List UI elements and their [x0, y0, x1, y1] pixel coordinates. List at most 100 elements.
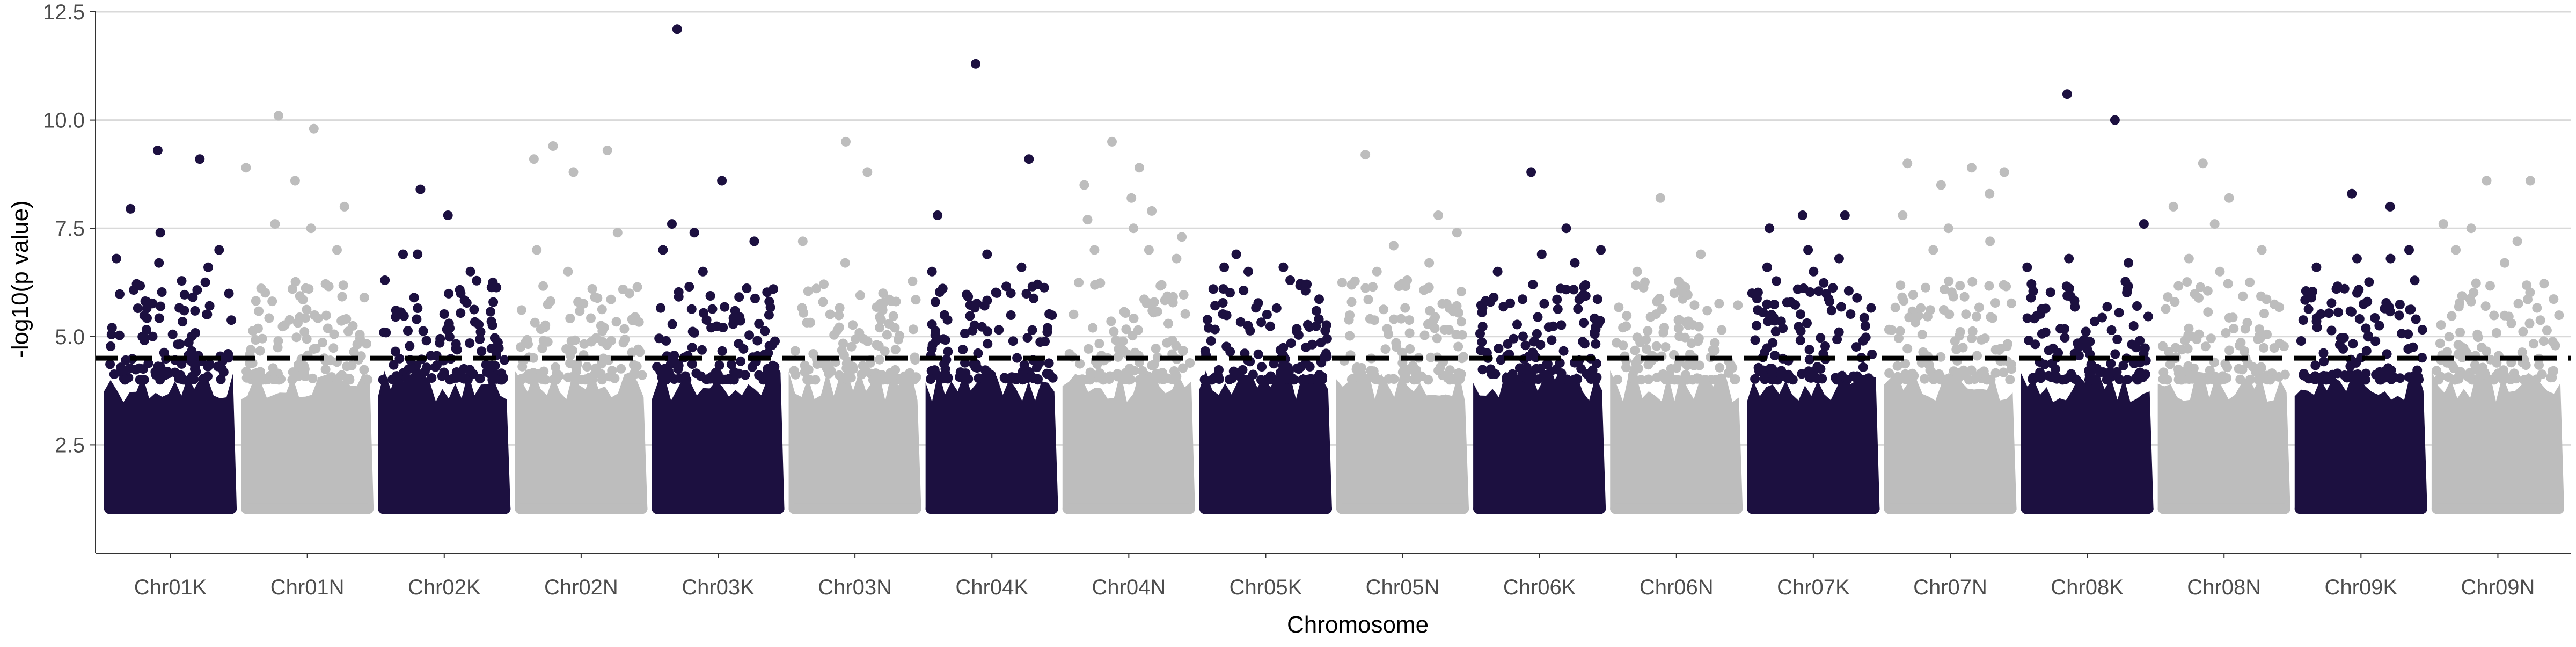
snp-point: [407, 364, 417, 374]
snp-point: [2326, 325, 2337, 336]
snp-point: [1548, 321, 1558, 331]
x-tick-label: Chr01N: [270, 576, 345, 599]
x-tick-label: Chr02N: [544, 576, 618, 599]
snp-point: [1444, 303, 1454, 313]
snp-point: [1396, 314, 1406, 324]
snp-point-top: [154, 258, 164, 268]
snp-point: [1305, 361, 1315, 372]
snp-point-top: [306, 223, 316, 234]
snp-point: [451, 344, 461, 354]
chromosome-body: [1884, 371, 2017, 510]
snp-point: [845, 366, 855, 376]
snp-point: [2410, 275, 2420, 286]
snp-point: [930, 365, 940, 375]
chromosome-base: [2431, 503, 2564, 514]
snp-point: [2259, 309, 2269, 318]
snp-point: [355, 330, 365, 340]
snp-point: [2097, 312, 2107, 323]
snp-point-top: [152, 146, 163, 155]
snp-point: [1111, 335, 1121, 345]
snp-point: [1651, 341, 1662, 351]
snp-point: [1631, 280, 1641, 290]
snp-point-top: [1492, 266, 1503, 277]
snp-point: [1678, 294, 1688, 304]
snp-point: [2047, 373, 2057, 382]
snp-point: [2511, 374, 2521, 384]
snp-point: [1104, 374, 1114, 384]
snp-point: [1129, 366, 1139, 376]
snp-point: [255, 346, 265, 356]
chromosome-Chr07K: [1747, 210, 1880, 514]
snp-point: [1772, 276, 1782, 286]
x-tick-label: Chr01K: [134, 576, 207, 599]
snp-point: [1168, 374, 1178, 384]
snp-point: [1365, 314, 1375, 324]
snp-point: [1199, 375, 1210, 385]
snp-point: [926, 374, 935, 384]
snp-point: [1363, 294, 1373, 304]
chromosome-base: [2021, 503, 2154, 514]
snp-point: [2221, 328, 2231, 338]
y-tick-label: 12.5: [43, 1, 85, 24]
snp-point: [141, 325, 151, 335]
snp-point: [1286, 338, 1296, 348]
snp-point: [1795, 335, 1805, 345]
snp-point: [299, 326, 310, 337]
snp-point: [1496, 355, 1506, 365]
snp-point: [2047, 359, 2057, 369]
snp-point: [687, 343, 697, 353]
snp-point: [890, 323, 900, 333]
snp-point: [1518, 331, 1528, 341]
snp-point: [2118, 360, 2128, 370]
snp-point: [1368, 282, 1378, 292]
snp-point: [1147, 306, 1158, 316]
snp-point: [684, 282, 694, 292]
snp-point: [1986, 312, 1996, 322]
chromosome-base: [2157, 503, 2290, 514]
snp-point: [1208, 284, 1218, 294]
snp-point: [439, 309, 449, 319]
snp-point: [2539, 279, 2549, 289]
snp-point: [1826, 306, 1836, 316]
chromosome-body: [378, 370, 511, 510]
snp-point: [1404, 315, 1415, 325]
snp-point-top: [2139, 219, 2149, 229]
snp-point: [586, 313, 596, 323]
snp-point: [729, 367, 739, 377]
snp-point: [1257, 362, 1267, 372]
snp-point-top: [2466, 223, 2476, 234]
snp-point: [1710, 375, 1721, 385]
snp-point: [293, 318, 303, 328]
snp-point: [1094, 339, 1104, 349]
snp-point-top: [1632, 266, 1642, 277]
snp-point: [1292, 363, 1302, 373]
snp-point: [359, 365, 369, 375]
snp-point: [1314, 372, 1324, 382]
snp-point: [1419, 330, 1430, 340]
snp-point: [1027, 325, 1037, 335]
snp-point: [399, 311, 409, 321]
snp-point: [619, 324, 630, 334]
snp-point: [287, 284, 297, 294]
snp-point: [1019, 360, 1029, 370]
snp-point: [1523, 365, 1533, 375]
snp-point: [894, 335, 903, 345]
snp-point: [1967, 333, 1977, 344]
snp-point: [1804, 354, 1814, 365]
snp-point: [2316, 309, 2326, 319]
snp-point: [1655, 294, 1664, 304]
snp-point: [1423, 283, 1433, 294]
snp-point: [1859, 312, 1869, 323]
snp-point: [760, 326, 770, 336]
snp-point: [173, 339, 183, 350]
snp-point: [908, 276, 918, 286]
snp-point: [1752, 321, 1762, 331]
snp-point: [1435, 362, 1445, 372]
snp-point: [1084, 344, 1094, 354]
snp-point: [107, 323, 117, 333]
snp-point: [1984, 281, 1994, 291]
snp-point: [1954, 331, 1964, 341]
snp-point: [516, 305, 526, 315]
snp-point: [1591, 339, 1601, 349]
snp-point: [1561, 285, 1571, 295]
